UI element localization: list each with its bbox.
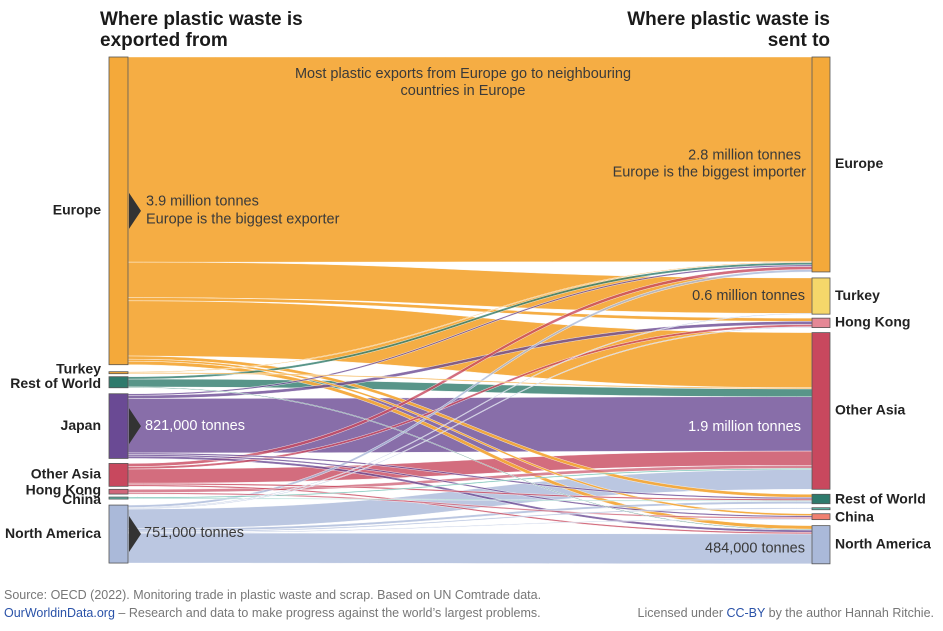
importer-label-restofworld: Rest of World [835, 491, 926, 507]
turkey-import-value: 0.6 million tonnes [692, 288, 805, 304]
exporters-heading-line2: exported from [100, 30, 228, 51]
owid-link[interactable]: OurWorldinData.org [4, 606, 115, 620]
source-text: OECD (2022). Monitoring trade in plastic… [47, 588, 542, 602]
source-note: Source: OECD (2022). Monitoring trade in… [4, 588, 541, 602]
nodes-layer [108, 56, 831, 565]
import-node-chinaasia [811, 507, 831, 511]
license-prefix: Licensed under [637, 606, 727, 620]
europe-import-note: Europe is the biggest importer [613, 164, 807, 180]
export-node-restofworld [108, 376, 129, 389]
exporters-heading: Where plastic waste is exported from [100, 9, 303, 51]
import-node-europe [811, 56, 831, 273]
owid-text: – Research and data to make progress aga… [114, 606, 541, 620]
top-note-line1: Most plastic exports from Europe go to n… [295, 66, 631, 82]
importer-label-europe: Europe [835, 155, 883, 171]
export-node-turkey [108, 371, 129, 375]
europe-import-value: 2.8 million tonnes [688, 147, 801, 163]
export-node-japan [108, 393, 129, 459]
otherasia-import-value: 1.9 million tonnes [688, 419, 801, 435]
export-node-hongkong [108, 488, 129, 495]
export-node-europe [108, 56, 129, 366]
europe-export-value: 3.9 million tonnes [146, 194, 259, 210]
importers-heading: Where plastic waste is sent to [627, 9, 830, 51]
exporter-label-northamerica: North America [5, 525, 101, 541]
import-node-otherasia [811, 332, 831, 490]
flows-layer [127, 56, 813, 565]
northamerica-import-value: 484,000 tonnes [705, 541, 805, 557]
importer-label-turkey: Turkey [835, 287, 880, 303]
owid-note: OurWorldinData.org – Research and data t… [4, 606, 541, 620]
importer-label-northamerica: North America [835, 535, 931, 551]
export-node-china [108, 496, 129, 500]
japan-export-value: 821,000 tonnes [145, 418, 245, 434]
exporter-label-europe: Europe [53, 202, 101, 218]
import-node-china [811, 513, 831, 521]
europe-export-note: Europe is the biggest exporter [146, 212, 340, 228]
exporter-label-china: China [62, 491, 101, 507]
exporter-label-turkey: Turkey [56, 360, 101, 376]
northamerica-arrow-icon [129, 516, 141, 553]
exporter-label-restofworld: Rest of World [10, 375, 101, 391]
license-suffix: by the author Hannah Ritchie. [765, 606, 934, 620]
import-node-restofworld [811, 493, 831, 505]
exporter-label-hongkong: Hong Kong [26, 481, 101, 497]
northamerica-export-value: 751,000 tonnes [144, 525, 244, 541]
europe-arrow-icon [129, 192, 141, 229]
japan-arrow-icon [129, 408, 141, 445]
importers-heading-line1: Where plastic waste is [627, 9, 830, 30]
importer-label-otherasia: Other Asia [835, 402, 905, 418]
exporters-heading-line1: Where plastic waste is [100, 9, 303, 30]
license-note: Licensed under CC-BY by the author Hanna… [638, 606, 934, 620]
export-node-northamerica [108, 504, 129, 564]
license-link[interactable]: CC-BY [726, 606, 766, 620]
source-label: Source: [4, 588, 48, 602]
importer-label-china: China [835, 508, 874, 524]
top-note-line2: countries in Europe [401, 83, 526, 99]
export-node-otherasia [108, 463, 129, 487]
import-node-northamerica [811, 525, 831, 565]
importer-label-hongkong: Hong Kong [835, 314, 910, 330]
import-node-hongkong [811, 317, 831, 329]
exporter-label-japan: Japan [61, 417, 101, 433]
importers-heading-line2: sent to [767, 30, 830, 51]
exporter-label-otherasia: Other Asia [31, 466, 101, 482]
import-node-turkey [811, 277, 831, 315]
